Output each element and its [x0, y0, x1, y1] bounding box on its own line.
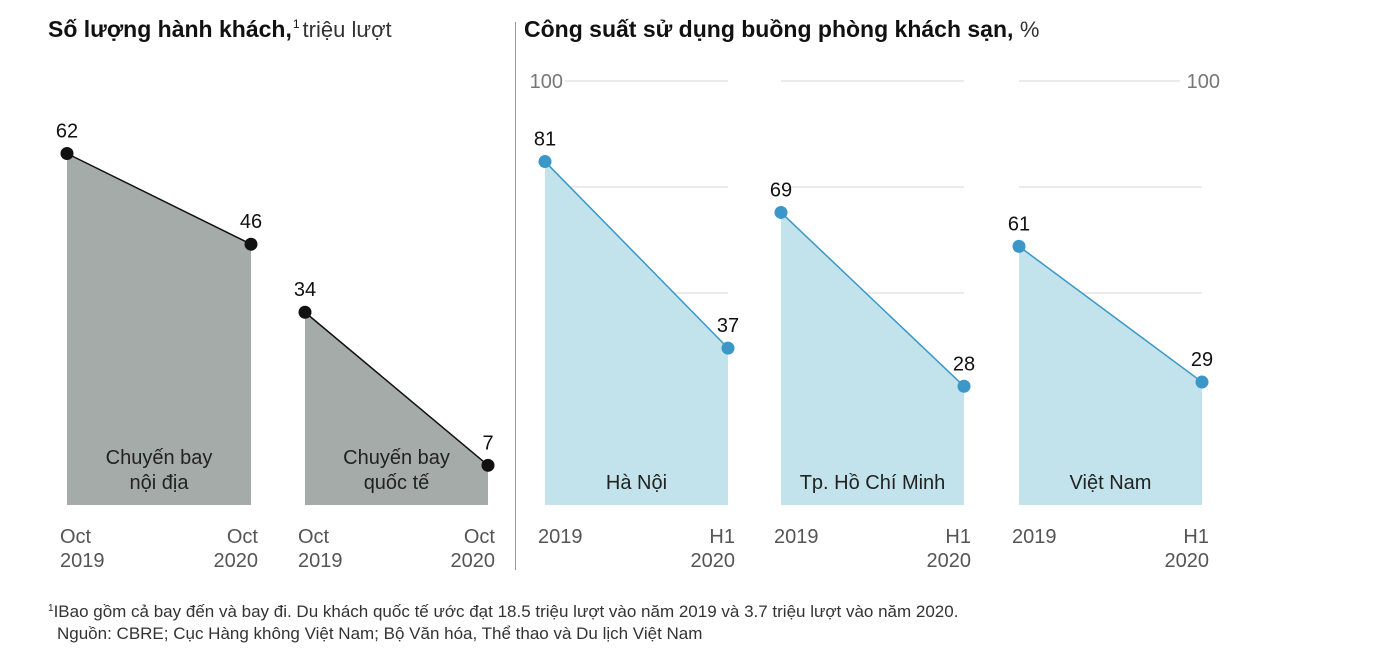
x-tick-label: H1 [709, 526, 735, 548]
x-tick-label: 2020 [1165, 550, 1210, 572]
y-tick-label-100-left: 100 [530, 71, 563, 93]
area-fill-4 [1019, 246, 1202, 506]
data-point [774, 205, 788, 219]
area-fill-0 [67, 153, 251, 505]
x-tick-label: 2019 [538, 526, 583, 548]
footnote: 1IBao gồm cả bay đến và bay đi. Du khách… [48, 602, 958, 622]
x-tick-label: 2019 [774, 526, 819, 548]
data-point [538, 155, 552, 169]
data-point [244, 237, 258, 251]
x-tick-label: H1 [1183, 526, 1209, 548]
x-tick-label: Oct [60, 526, 92, 548]
area-fill-2 [545, 161, 728, 505]
hotel-chart-title: Công suất sử dụng buồng phòng khách sạn,… [524, 16, 1039, 43]
series-label-line: quốc tế [364, 472, 430, 494]
data-point [1012, 239, 1026, 253]
passenger-title-unit: triệu lượt [302, 17, 392, 42]
series-line-4 [1018, 245, 1203, 383]
x-tick-label: 2020 [214, 550, 259, 572]
area-fill-1 [305, 312, 488, 505]
y-tick-label-100-right: 100 [1187, 71, 1220, 93]
x-tick-label: H1 [945, 526, 971, 548]
source-note: Nguồn: CBRE; Cục Hàng không Việt Nam; Bộ… [57, 624, 703, 643]
series-label-line: Chuyến bay [106, 447, 213, 469]
data-label: 69 [770, 179, 792, 201]
data-point [957, 379, 971, 393]
passenger-title-main: Số lượng hành khách, [48, 16, 292, 42]
data-point [1195, 375, 1209, 389]
series-label: Tp. Hồ Chí Minh [800, 472, 946, 494]
data-point [721, 341, 735, 355]
data-point [60, 147, 74, 160]
data-label: 29 [1191, 349, 1213, 371]
x-tick-label: 2020 [451, 550, 496, 572]
x-tick-label: Oct [464, 526, 496, 548]
x-tick-label: 2020 [927, 550, 972, 572]
footnote-mark: 1 [48, 603, 54, 614]
hotel-title-unit: % [1019, 17, 1040, 42]
x-tick-label: Oct [227, 526, 259, 548]
data-label: 34 [294, 279, 316, 301]
data-label: 46 [240, 211, 262, 233]
passenger-chart-title: Số lượng hành khách,1 triệu lượt [48, 16, 392, 43]
data-label: 7 [482, 432, 493, 454]
data-label: 81 [534, 129, 556, 151]
x-tick-label: Oct [298, 526, 330, 548]
x-tick-label: 2019 [60, 550, 105, 572]
data-label: 37 [717, 315, 739, 337]
passenger-title-footnote-mark: 1 [292, 17, 300, 31]
data-label: 61 [1008, 213, 1030, 235]
series-label: Hà Nội [606, 472, 667, 494]
area-fill-3 [781, 212, 964, 505]
series-line-1 [304, 311, 489, 466]
data-label: 28 [953, 353, 975, 375]
series-line-0 [66, 152, 252, 245]
data-label: 62 [56, 121, 78, 143]
series-line-2 [544, 161, 729, 349]
footnote-text: IBao gồm cả bay đến và bay đi. Du khách … [53, 602, 959, 621]
x-tick-label: 2019 [1012, 526, 1057, 548]
series-label: Việt Nam [1070, 472, 1152, 494]
data-point [481, 458, 495, 472]
series-label-line: Chuyến bay [343, 447, 450, 469]
series-label-line: nội địa [130, 472, 190, 494]
series-line-3 [780, 211, 965, 387]
x-tick-label: 2019 [298, 550, 343, 572]
x-tick-label: 2020 [691, 550, 736, 572]
hotel-title-main: Công suất sử dụng buồng phòng khách sạn, [524, 16, 1014, 42]
data-point [298, 305, 312, 319]
